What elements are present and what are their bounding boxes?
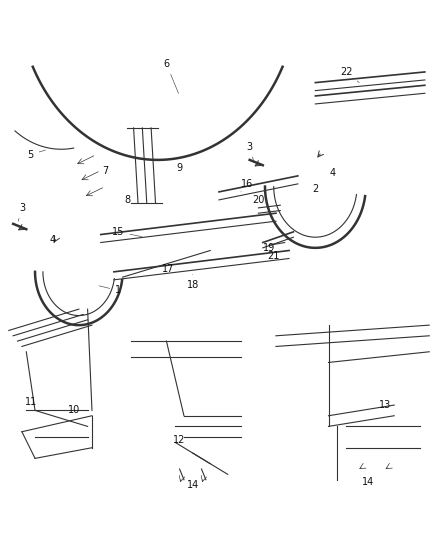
Text: 3: 3: [247, 142, 253, 160]
Text: 13: 13: [379, 400, 392, 410]
Text: 9: 9: [177, 163, 183, 173]
Text: 6: 6: [163, 59, 179, 93]
Text: 7: 7: [102, 166, 108, 175]
Text: 4: 4: [49, 235, 56, 245]
Text: 10: 10: [68, 406, 81, 415]
Text: 22: 22: [340, 67, 359, 83]
Text: 8: 8: [124, 195, 130, 205]
Text: 20: 20: [252, 195, 265, 205]
Text: 3: 3: [18, 203, 25, 221]
Text: 17: 17: [162, 264, 175, 274]
Text: 21: 21: [268, 251, 280, 261]
Text: 11: 11: [25, 398, 37, 407]
Text: 12: 12: [173, 435, 186, 445]
Text: 1: 1: [99, 286, 121, 295]
Text: 16: 16: [241, 179, 254, 192]
Text: 4: 4: [330, 168, 336, 178]
Text: 19: 19: [263, 243, 276, 253]
Text: 14: 14: [187, 480, 199, 490]
Text: 14: 14: [362, 478, 374, 487]
Text: 2: 2: [312, 184, 318, 194]
Text: 5: 5: [28, 150, 46, 159]
Text: 18: 18: [187, 274, 199, 290]
Text: 15: 15: [112, 227, 142, 237]
